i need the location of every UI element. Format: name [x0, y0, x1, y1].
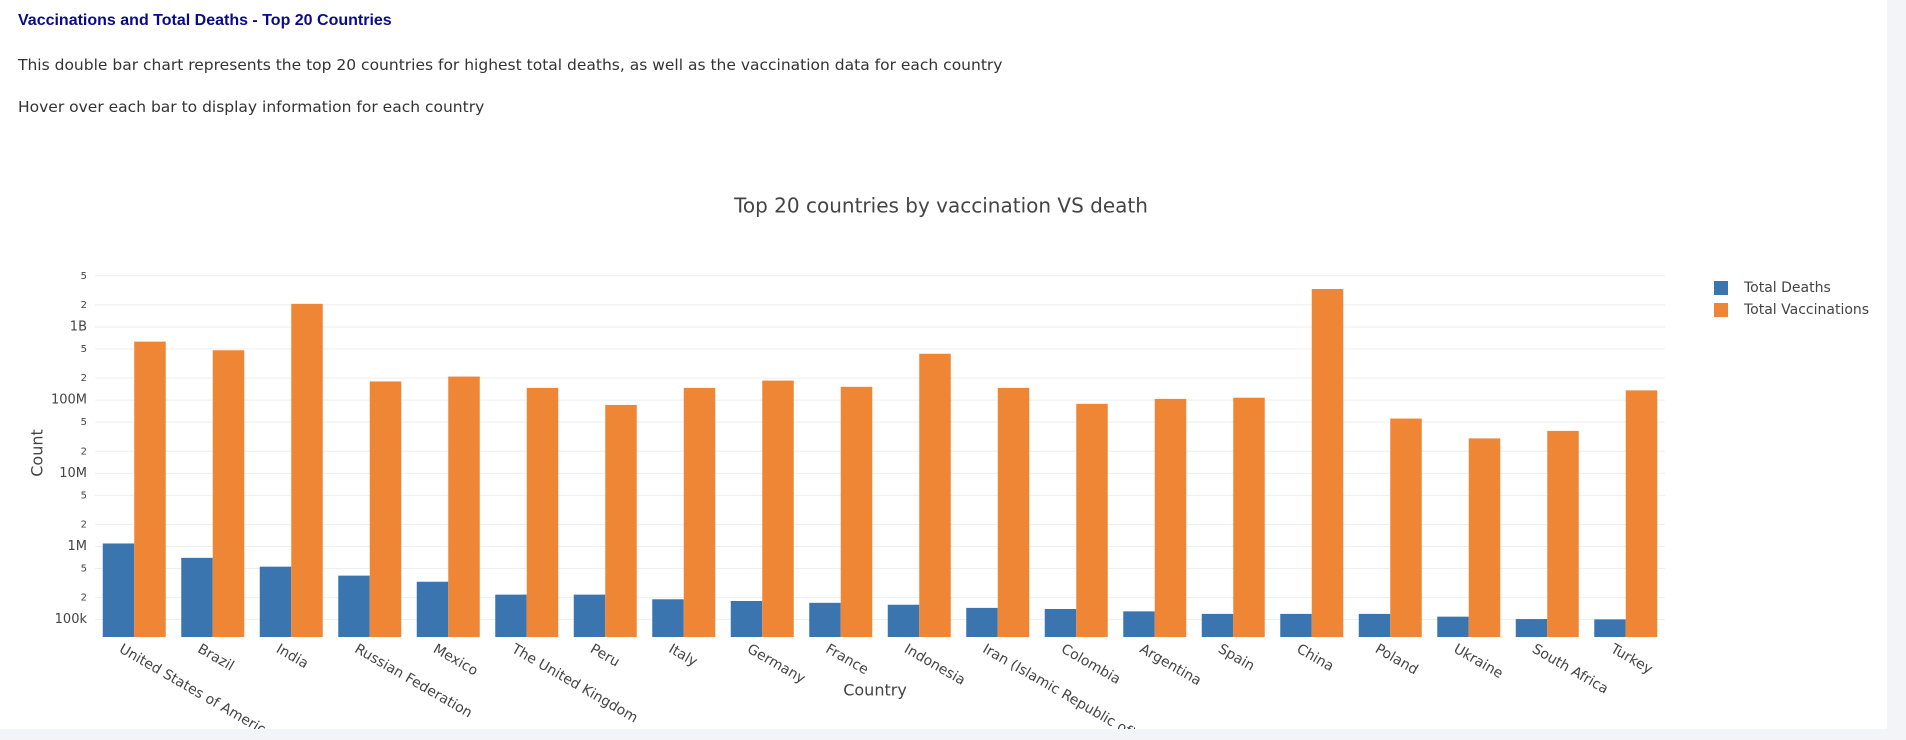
x-tick-label: Indonesia	[901, 641, 968, 689]
bar[interactable]	[134, 341, 166, 637]
legend-label: Total Deaths	[1743, 280, 1831, 296]
bar[interactable]	[809, 602, 841, 637]
x-tick-label: Poland	[1372, 641, 1420, 678]
bar[interactable]	[1594, 619, 1626, 637]
bar[interactable]	[259, 566, 292, 637]
bar[interactable]	[919, 353, 951, 637]
bar[interactable]	[1625, 390, 1658, 637]
y-tick-label: 100k	[55, 612, 88, 627]
bar[interactable]	[102, 543, 135, 637]
bar[interactable]	[369, 381, 402, 637]
legend-swatch	[1714, 303, 1728, 317]
bar[interactable]	[1233, 397, 1265, 637]
bar[interactable]	[495, 594, 527, 637]
bar[interactable]	[1547, 430, 1579, 637]
bar[interactable]	[1044, 608, 1077, 637]
bar[interactable]	[1358, 613, 1391, 637]
y-tick-label: 1M	[68, 539, 88, 554]
bar[interactable]	[997, 387, 1030, 637]
hint: Hover over each bar to display informati…	[18, 98, 485, 116]
chart-title: Top 20 countries by vaccination VS death	[733, 194, 1148, 218]
x-tick-label: Brazil	[195, 641, 237, 674]
description: This double bar chart represents the top…	[18, 56, 1003, 74]
bar[interactable]	[448, 376, 480, 637]
x-tick-label: Mexico	[430, 641, 480, 679]
bar[interactable]	[762, 380, 794, 637]
y-axis-title: Count	[28, 429, 47, 477]
x-tick-label: Germany	[744, 641, 808, 687]
bar[interactable]	[887, 604, 920, 637]
bar[interactable]	[1201, 613, 1234, 637]
bar[interactable]	[291, 303, 323, 637]
bar[interactable]	[1390, 418, 1422, 637]
bar[interactable]	[1123, 611, 1155, 637]
x-tick-label: India	[273, 641, 311, 672]
x-tick-label: The United Kingdom	[508, 641, 641, 727]
x-tick-label: China	[1294, 641, 1337, 675]
bar[interactable]	[840, 386, 873, 637]
bar[interactable]	[1154, 398, 1187, 637]
x-tick-label: Colombia	[1058, 641, 1123, 688]
bar[interactable]	[416, 581, 449, 637]
bar[interactable]	[1437, 616, 1469, 637]
x-axis-title: Country	[843, 681, 907, 700]
chart: Top 20 countries by vaccination VS death…	[28, 194, 1870, 730]
bar[interactable]	[683, 387, 716, 637]
y-tick-label: 5	[81, 344, 87, 355]
y-tick-label: 10M	[59, 466, 87, 481]
legend-swatch	[1714, 281, 1728, 295]
x-tick-label: Italy	[666, 641, 700, 670]
x-tick-label: Peru	[587, 641, 622, 670]
x-tick-label: Argentina	[1137, 641, 1204, 689]
bar[interactable]	[181, 557, 213, 637]
y-tick-label: 5	[81, 271, 87, 282]
bar[interactable]	[652, 599, 684, 637]
bar[interactable]	[1280, 613, 1312, 637]
y-tick-label: 5	[81, 490, 87, 501]
x-tick-label: South Africa	[1529, 641, 1611, 697]
bar[interactable]	[1468, 438, 1501, 637]
x-tick-label: Spain	[1215, 641, 1257, 674]
bar[interactable]	[1515, 619, 1548, 637]
x-tick-label: Turkey	[1607, 641, 1655, 678]
y-tick-label: 2	[81, 373, 87, 384]
bar[interactable]	[1076, 403, 1108, 637]
y-tick-label: 2	[81, 519, 87, 530]
page: Vaccinations and Total Deaths - Top 20 C…	[0, 0, 1887, 729]
legend-label: Total Vaccinations	[1743, 302, 1869, 318]
y-tick-label: 5	[81, 417, 87, 428]
y-tick-label: 1B	[70, 319, 87, 334]
x-tick-label: France	[823, 641, 871, 678]
bar[interactable]	[573, 594, 606, 637]
y-tick-label: 100M	[51, 393, 87, 408]
bar[interactable]	[730, 601, 763, 637]
bar[interactable]	[966, 607, 998, 637]
bar[interactable]	[605, 404, 637, 637]
x-tick-label: Ukraine	[1451, 641, 1506, 682]
y-tick-label: 5	[81, 564, 87, 575]
y-tick-label: 2	[81, 446, 87, 457]
bar[interactable]	[212, 350, 245, 637]
y-tick-label: 2	[81, 593, 87, 604]
page-title: Vaccinations and Total Deaths - Top 20 C…	[18, 12, 392, 29]
bar[interactable]	[1311, 289, 1344, 637]
y-tick-label: 2	[81, 300, 87, 311]
bar[interactable]	[338, 575, 370, 637]
bar[interactable]	[526, 387, 559, 637]
